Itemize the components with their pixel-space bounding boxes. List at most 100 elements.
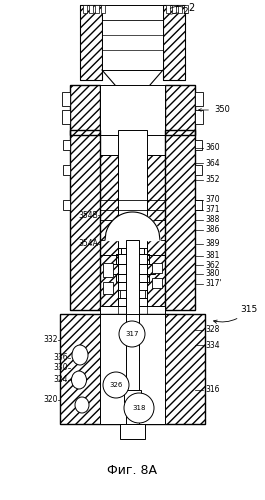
Circle shape: [103, 372, 129, 398]
Bar: [139, 264, 155, 274]
Text: 350: 350: [198, 106, 230, 114]
Bar: [152, 278, 162, 288]
Ellipse shape: [72, 371, 86, 389]
Text: 388: 388: [205, 216, 219, 224]
Bar: [60, 314, 205, 424]
Bar: [120, 424, 145, 439]
Text: 317': 317': [205, 280, 222, 288]
Bar: [118, 240, 147, 248]
Bar: [116, 254, 128, 264]
Bar: [184, 5, 188, 13]
Text: 389: 389: [205, 240, 219, 248]
Bar: [102, 5, 163, 70]
Bar: [63, 200, 70, 210]
Text: 2: 2: [182, 8, 188, 16]
Bar: [100, 306, 165, 314]
Text: 334: 334: [205, 340, 220, 349]
Bar: [165, 85, 195, 135]
Text: 380: 380: [205, 270, 219, 278]
Bar: [139, 360, 165, 400]
Bar: [195, 200, 202, 210]
Bar: [100, 155, 118, 310]
Bar: [100, 220, 118, 240]
Bar: [165, 85, 195, 135]
Bar: [100, 255, 118, 310]
Bar: [147, 220, 165, 240]
Text: 352: 352: [205, 176, 219, 184]
Bar: [126, 314, 139, 394]
Bar: [100, 155, 118, 310]
Bar: [95, 5, 99, 13]
Bar: [163, 5, 185, 80]
Text: 317: 317: [125, 331, 139, 337]
Bar: [195, 110, 203, 124]
Text: 316: 316: [205, 386, 219, 394]
Bar: [63, 140, 70, 150]
Bar: [121, 248, 144, 254]
Bar: [100, 314, 165, 424]
Bar: [70, 130, 100, 310]
Text: 364: 364: [205, 158, 220, 168]
Text: 332: 332: [43, 336, 58, 344]
Text: 324: 324: [54, 376, 68, 384]
Bar: [62, 110, 70, 124]
Bar: [118, 282, 147, 290]
Bar: [137, 298, 147, 306]
Bar: [195, 140, 202, 150]
Bar: [118, 298, 147, 306]
Bar: [100, 255, 118, 310]
Bar: [100, 85, 165, 135]
Bar: [70, 130, 100, 310]
Text: 386: 386: [205, 226, 219, 234]
Bar: [165, 130, 195, 310]
Bar: [70, 85, 100, 135]
Bar: [118, 130, 147, 310]
Bar: [70, 85, 100, 135]
Bar: [116, 274, 149, 282]
Bar: [147, 255, 165, 310]
Bar: [135, 240, 147, 248]
Bar: [83, 5, 87, 13]
Bar: [101, 5, 105, 13]
Bar: [136, 290, 145, 298]
Text: 354A: 354A: [78, 240, 98, 248]
Bar: [63, 165, 70, 175]
Bar: [126, 240, 139, 360]
Ellipse shape: [75, 397, 89, 413]
Text: Фиг. 8А: Фиг. 8А: [107, 464, 157, 476]
Bar: [118, 282, 128, 290]
Bar: [195, 92, 203, 106]
Bar: [124, 390, 141, 402]
Bar: [165, 130, 195, 310]
Text: 354B: 354B: [78, 210, 98, 220]
Bar: [147, 155, 165, 310]
Bar: [147, 155, 165, 310]
Text: 381: 381: [205, 252, 219, 260]
Bar: [195, 165, 202, 175]
Bar: [89, 5, 93, 13]
Text: 330: 330: [53, 364, 68, 372]
Bar: [147, 220, 165, 240]
Bar: [110, 264, 126, 274]
Text: 362: 362: [205, 260, 219, 270]
Text: 2: 2: [188, 3, 194, 13]
Text: 320: 320: [43, 396, 58, 404]
Bar: [166, 5, 170, 13]
Bar: [116, 274, 126, 282]
Bar: [100, 220, 118, 240]
Bar: [137, 254, 149, 264]
Bar: [116, 254, 149, 264]
Circle shape: [119, 321, 145, 347]
Bar: [80, 5, 102, 80]
Bar: [152, 263, 162, 273]
Ellipse shape: [72, 345, 88, 365]
Bar: [147, 255, 165, 310]
Bar: [120, 290, 129, 298]
Bar: [110, 264, 155, 274]
Bar: [62, 92, 70, 106]
Text: 371: 371: [205, 206, 219, 214]
Text: 370: 370: [205, 196, 220, 204]
Text: 336: 336: [53, 354, 68, 362]
Bar: [103, 282, 113, 294]
Bar: [60, 314, 205, 424]
